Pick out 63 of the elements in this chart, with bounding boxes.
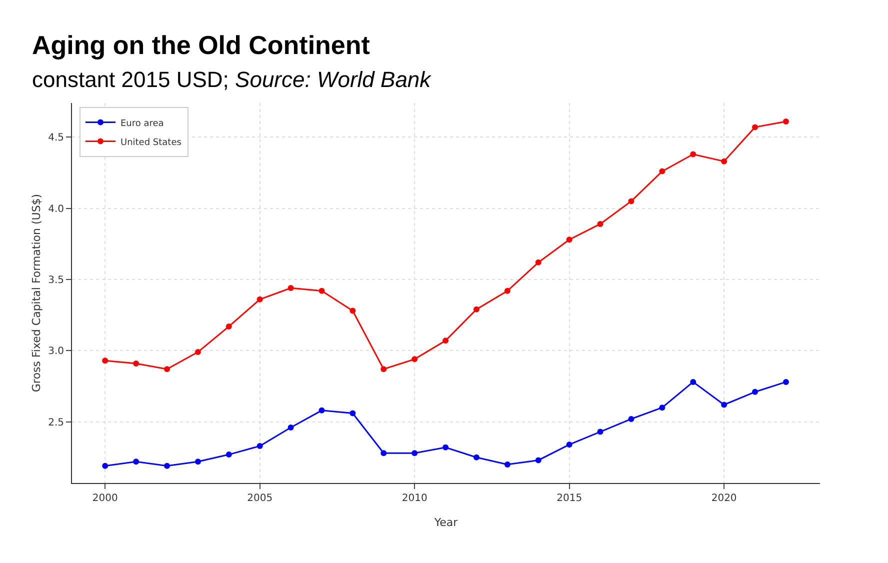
chart-title: Aging on the Old Continent xyxy=(32,30,371,61)
x-tick-label: 2000 xyxy=(92,493,118,504)
point xyxy=(164,366,170,372)
point xyxy=(690,151,696,158)
y-tick-label: 2.5 xyxy=(48,417,64,428)
point xyxy=(350,410,356,416)
point xyxy=(288,285,294,292)
x-tick-label: 2015 xyxy=(556,493,582,504)
point xyxy=(690,378,696,385)
point xyxy=(288,424,294,430)
point xyxy=(628,198,634,204)
y-tick-label: 4.5 xyxy=(48,132,64,144)
point xyxy=(164,462,170,469)
point xyxy=(597,220,604,227)
y-tick-label: 3.5 xyxy=(48,274,64,286)
x-axis-title: Year xyxy=(433,516,458,529)
point xyxy=(442,444,449,450)
point xyxy=(752,124,758,130)
point xyxy=(659,168,666,174)
point xyxy=(412,450,418,456)
point xyxy=(194,458,201,465)
legend-label: Euro area xyxy=(120,118,164,129)
point xyxy=(380,450,387,456)
point xyxy=(442,338,449,344)
point xyxy=(226,323,232,330)
point xyxy=(133,458,140,465)
point xyxy=(782,378,789,385)
point xyxy=(597,428,604,435)
x-tick-label: 2005 xyxy=(247,493,273,504)
point xyxy=(566,442,572,448)
legend-label: United States xyxy=(120,138,182,148)
point xyxy=(102,358,108,364)
point xyxy=(721,158,728,164)
y-tick-label: 4.0 xyxy=(48,204,64,215)
point xyxy=(659,404,666,411)
source-note: Source: World Bank xyxy=(235,67,431,92)
y-tick-label: 3.0 xyxy=(48,346,64,358)
x-tick-label: 2010 xyxy=(402,493,428,504)
y-axis-title: Gross Fixed Capital Formation (US$) xyxy=(30,194,43,392)
point xyxy=(412,356,418,362)
x-tick-label: 2020 xyxy=(711,493,737,504)
point xyxy=(318,288,325,294)
point xyxy=(566,236,572,243)
point xyxy=(504,462,510,468)
point xyxy=(473,454,480,460)
point xyxy=(318,407,325,414)
point xyxy=(782,118,789,124)
point xyxy=(256,296,263,302)
point xyxy=(721,402,728,408)
point xyxy=(752,388,758,395)
chart-subtitle: constant 2015 USD; xyxy=(32,67,229,92)
point xyxy=(473,306,480,312)
point xyxy=(535,259,542,266)
point xyxy=(504,288,510,294)
point xyxy=(535,457,542,464)
point xyxy=(194,349,201,356)
point xyxy=(628,416,634,422)
point xyxy=(380,366,387,372)
point xyxy=(102,462,108,469)
point xyxy=(350,308,356,314)
point xyxy=(133,360,140,366)
point xyxy=(256,443,263,449)
point xyxy=(226,452,232,458)
